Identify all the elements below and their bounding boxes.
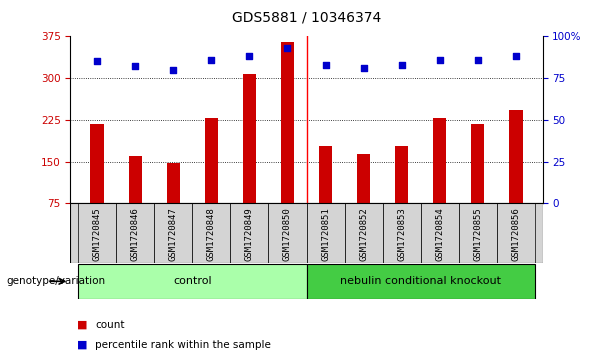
Bar: [497, 203, 535, 263]
Text: GSM1720848: GSM1720848: [207, 208, 216, 261]
Point: [207, 57, 216, 62]
Bar: [281, 42, 294, 203]
Bar: [129, 156, 142, 203]
Text: percentile rank within the sample: percentile rank within the sample: [95, 340, 271, 350]
Point: [245, 53, 254, 59]
Bar: [243, 74, 256, 203]
Bar: [78, 264, 306, 299]
Bar: [471, 124, 484, 203]
Text: nebulin conditional knockout: nebulin conditional knockout: [340, 276, 501, 286]
Text: GSM1720851: GSM1720851: [321, 208, 330, 261]
Bar: [421, 203, 459, 263]
Point: [283, 45, 292, 51]
Text: GSM1720849: GSM1720849: [245, 208, 254, 261]
Text: GDS5881 / 10346374: GDS5881 / 10346374: [232, 11, 381, 25]
Text: genotype/variation: genotype/variation: [6, 276, 105, 286]
Bar: [383, 203, 421, 263]
Point: [511, 53, 521, 59]
Text: ■: ■: [77, 320, 91, 330]
Bar: [306, 264, 535, 299]
Bar: [78, 203, 116, 263]
Point: [397, 62, 406, 68]
Point: [169, 67, 178, 73]
Bar: [509, 110, 522, 203]
Text: GSM1720850: GSM1720850: [283, 208, 292, 261]
Point: [321, 62, 330, 68]
Bar: [230, 203, 268, 263]
Text: GSM1720855: GSM1720855: [473, 208, 482, 261]
Text: GSM1720846: GSM1720846: [131, 208, 140, 261]
Bar: [192, 203, 230, 263]
Point: [131, 64, 140, 69]
Bar: [91, 124, 104, 203]
Text: GSM1720852: GSM1720852: [359, 208, 368, 261]
Point: [359, 65, 368, 71]
Point: [473, 57, 482, 62]
Text: GSM1720853: GSM1720853: [397, 208, 406, 261]
Text: control: control: [173, 276, 211, 286]
Bar: [154, 203, 192, 263]
Text: GSM1720847: GSM1720847: [169, 208, 178, 261]
Text: ■: ■: [77, 340, 91, 350]
Bar: [319, 146, 332, 203]
Bar: [459, 203, 497, 263]
Bar: [433, 118, 446, 203]
Text: GSM1720856: GSM1720856: [511, 208, 520, 261]
Point: [435, 57, 444, 62]
Bar: [268, 203, 306, 263]
Bar: [345, 203, 383, 263]
Bar: [205, 118, 218, 203]
Bar: [116, 203, 154, 263]
Bar: [395, 146, 408, 203]
Bar: [306, 203, 345, 263]
Bar: [167, 163, 180, 203]
Text: GSM1720854: GSM1720854: [435, 208, 444, 261]
Point: [92, 58, 102, 64]
Text: count: count: [95, 320, 124, 330]
Bar: [357, 154, 370, 203]
Text: GSM1720845: GSM1720845: [93, 208, 102, 261]
